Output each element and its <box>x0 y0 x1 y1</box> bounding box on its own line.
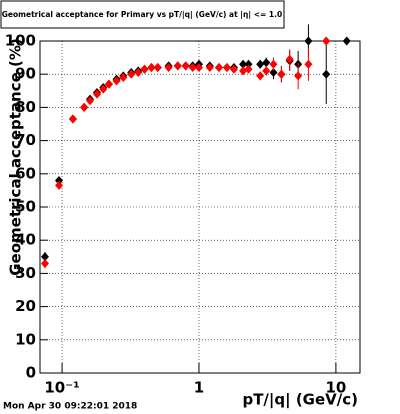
marker <box>262 58 271 68</box>
x-axis-label: pT/|q| (GeV/c) <box>242 391 358 410</box>
marker <box>256 71 265 81</box>
marker <box>229 64 238 74</box>
marker <box>269 68 278 78</box>
marker <box>285 54 294 64</box>
marker <box>68 114 77 124</box>
marker <box>164 63 173 73</box>
y-tick-label: 100 <box>5 32 36 50</box>
marker <box>153 63 162 73</box>
chart-title: Geometrical acceptance for Primary vs pT… <box>2 10 282 20</box>
marker <box>304 36 313 46</box>
marker <box>80 102 89 112</box>
y-tick-label: 70 <box>15 131 36 149</box>
y-tick-label: 60 <box>15 164 36 182</box>
marker <box>104 79 113 89</box>
marker <box>244 59 253 69</box>
y-tick-label: 80 <box>15 98 36 116</box>
marker <box>86 96 95 106</box>
marker <box>322 36 331 46</box>
marker <box>181 61 190 71</box>
y-tick-label: 10 <box>15 330 36 348</box>
x-tick-label: 10 <box>325 379 346 397</box>
marker <box>262 66 271 76</box>
marker <box>173 61 182 71</box>
y-tick-label: 0 <box>26 364 36 382</box>
y-tick-label: 90 <box>15 65 36 83</box>
marker <box>55 180 64 190</box>
marker <box>239 59 248 69</box>
marker <box>304 59 313 69</box>
marker <box>140 64 149 74</box>
marker <box>127 69 136 79</box>
y-tick-label: 20 <box>15 297 36 315</box>
marker <box>322 69 331 79</box>
marker <box>244 64 253 74</box>
marker <box>147 63 156 73</box>
marker <box>342 36 351 46</box>
marker <box>256 59 265 69</box>
marker <box>294 71 303 81</box>
y-axis-label: Geometrical acceptance (%) <box>7 38 25 276</box>
y-tick-label: 50 <box>15 198 36 216</box>
marker <box>93 89 102 99</box>
title-box <box>0 0 285 29</box>
marker <box>40 258 49 268</box>
x-tick-label: 10⁻¹ <box>44 379 79 397</box>
marker <box>214 63 223 73</box>
marker <box>277 69 286 79</box>
marker <box>55 175 64 185</box>
x-tick-label: 1 <box>194 379 204 397</box>
y-tick-label: 40 <box>15 231 36 249</box>
marker <box>205 63 214 73</box>
marker <box>40 252 49 262</box>
marker <box>194 63 203 73</box>
timestamp: Mon Apr 30 09:22:01 2018 <box>3 402 137 412</box>
marker <box>119 73 128 83</box>
y-tick-label: 30 <box>15 264 36 282</box>
marker <box>269 59 278 69</box>
marker <box>188 63 197 73</box>
marker <box>134 68 143 78</box>
marker <box>112 76 121 86</box>
marker <box>99 84 108 94</box>
marker <box>222 63 231 73</box>
